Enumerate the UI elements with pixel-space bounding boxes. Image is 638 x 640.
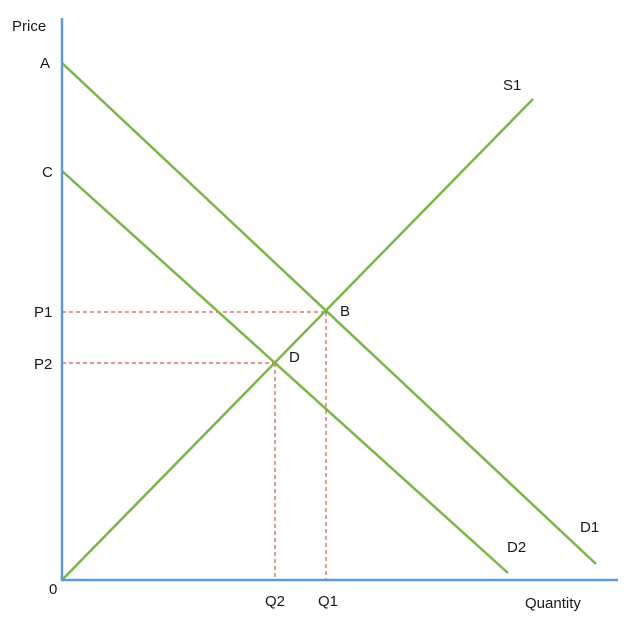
curve-label-d1: D1 xyxy=(580,519,599,536)
quantity-label-q2: Q2 xyxy=(265,593,285,610)
demand-curve-d1 xyxy=(61,62,597,565)
price-label-p2: P2 xyxy=(34,356,52,373)
point-label-c: C xyxy=(42,164,53,181)
demand-curve-d2 xyxy=(61,170,509,574)
quantity-label-q1: Q1 xyxy=(318,593,338,610)
price-label-p1: P1 xyxy=(34,304,52,321)
point-label-d: D xyxy=(289,349,300,366)
curve-label-s1: S1 xyxy=(503,77,521,94)
x-axis-label: Quantity xyxy=(525,595,581,612)
y-axis-label: Price xyxy=(12,18,46,35)
supply-curve-s1 xyxy=(61,98,534,581)
curve-label-d2: D2 xyxy=(507,539,526,556)
origin-label: 0 xyxy=(49,581,57,598)
point-label-a: A xyxy=(40,55,50,72)
point-label-b: B xyxy=(340,303,350,320)
